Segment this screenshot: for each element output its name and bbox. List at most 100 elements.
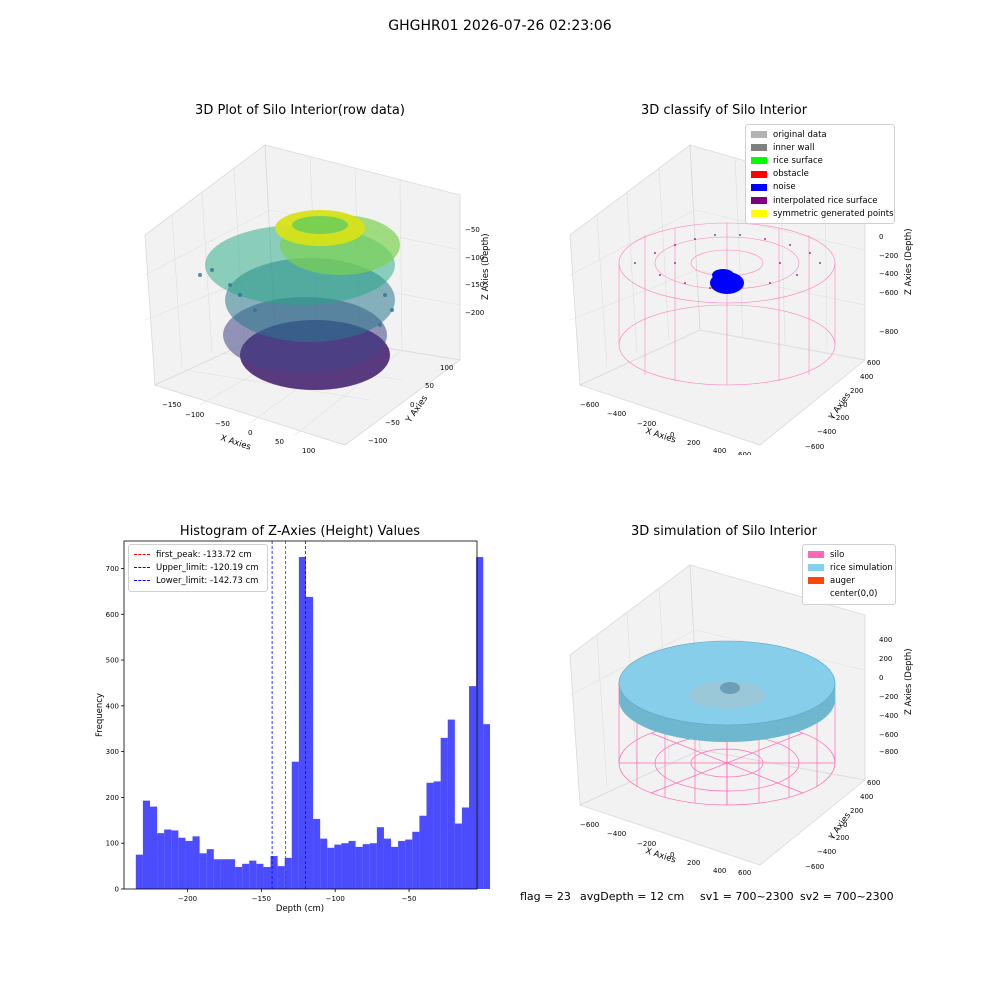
legend-item-rice-surface: rice surface [751,154,889,167]
sim-x-tick: 600 [738,869,751,875]
legend-swatch [751,183,767,191]
raw-point-cloud [198,210,400,390]
raw-y-tick: 50 [425,382,434,390]
sim-y-tick: 600 [867,779,880,787]
histogram-frame [123,540,478,890]
legend-swatch [751,131,767,139]
histogram-bar [483,724,490,889]
classify-y-tick: −200 [830,414,849,422]
legend-label: original data [773,129,827,140]
histogram-bar [135,854,143,889]
raw-x-tick: 50 [275,438,284,446]
histogram-bar [440,737,448,889]
histogram-bar [454,823,462,889]
legend-swatch [808,551,824,559]
raw-z-label: Z Axies (Depth) [481,233,491,300]
histogram-bar [341,843,349,889]
sim-z-tick: −600 [879,731,898,739]
histogram-bar [235,867,243,889]
raw-y-tick: 100 [440,364,453,372]
sim-x-label: X Axies [644,846,677,865]
histogram-y-tick-label: 500 [106,657,119,665]
classify-legend: original data inner wall rice surface ob… [745,124,895,225]
histogram-bar [263,867,271,889]
legend-label: obstacle [773,169,809,180]
histogram-bar [391,846,399,889]
legend-label: center(0,0) [830,589,878,600]
legend-item-interpolated: interpolated rice surface [751,194,889,207]
classify-x-tick: −200 [637,420,656,428]
histogram-bar [305,596,314,889]
histogram-y-label: Frequency [95,693,105,737]
sim-z-tick: −800 [879,748,898,756]
histogram-bar [355,846,363,889]
status-flag: flag = 23 [520,890,571,903]
classify-y-tick: −600 [805,443,824,451]
raw-3d-plot: −150 −100 −50 0 50 100 150 100 50 0 −50 … [144,144,491,455]
legend-label: noise [773,182,796,193]
sim-z-tick: 0 [879,674,883,682]
raw-x-tick: −50 [215,420,230,428]
histogram-bar [298,557,306,889]
raw-y-tick: 0 [410,401,414,409]
classify-interpolated-points [634,234,821,289]
histogram-bar [369,843,377,889]
legend-label: Lower_limit: -142.73 cm [156,575,259,586]
sim-z-tick: 200 [879,655,892,663]
histogram-vlines [271,541,306,889]
classify-x-tick: 400 [713,447,726,455]
histogram-bar [284,857,292,889]
histogram-bar [334,844,342,889]
classify-x-tick: 0 [670,431,674,439]
legend-label: interpolated rice surface [773,195,878,206]
legend-swatch [808,564,824,572]
classify-y-tick: 600 [867,359,880,367]
histogram-bar [291,761,299,889]
legend-swatch [751,157,767,165]
legend-label: silo [830,549,845,560]
sim-z-tick: −200 [879,693,898,701]
sim-x-tick: 200 [687,859,700,867]
legend-item-silo: silo [808,548,890,561]
histogram-y-tick-label: 600 [106,611,119,619]
histogram-chart: −200 −150 −100 −50 0 100 200 300 400 500 600 700 De… [95,540,490,914]
histogram-x-tick-label: −150 [252,895,271,903]
raw-x-tick: −100 [185,411,204,419]
histogram-bar [142,800,150,889]
classify-z-tick: −800 [879,328,898,336]
histogram-bar [405,839,413,889]
legend-item-inner-wall: inner wall [751,141,889,154]
sim-plot-title: 3D simulation of Silo Interior [631,524,817,539]
raw-y-tick: −100 [368,437,387,445]
classify-y-tick: −400 [817,428,836,436]
histogram-x-tick-label: −200 [178,895,197,903]
legend-swatch [751,170,767,178]
histogram-legend: first_peak: -133.72 cm Upper_limit: -120… [128,544,268,592]
sim-z-tick: 400 [879,636,892,644]
histogram-bar [376,827,384,889]
raw-plot-title: 3D Plot of Silo Interior(row data) [195,103,405,118]
classify-noise-cluster [710,269,744,294]
classify-x-label: X Axies [644,426,677,445]
histogram-bar [249,860,257,889]
histogram-bar [213,859,221,889]
status-avg-depth: avgDepth = 12 cm [580,890,685,903]
legend-item-auger: auger [808,574,890,587]
legend-label: symmetric generated points [773,208,894,219]
legend-label: rice simulation [830,562,893,573]
classify-x-tick: −600 [580,401,599,409]
histogram-y-tick-label: 300 [106,748,119,756]
legend-swatch [751,197,767,205]
histogram-bar [383,838,392,889]
histogram-bar [469,686,477,889]
legend-line [134,580,150,582]
histogram-bar [447,719,455,889]
legend-item-obstacle: obstacle [751,168,889,181]
legend-item-first-peak: first_peak: -133.72 cm [134,548,262,561]
sim-y-tick: 0 [843,821,847,829]
sim-x-tick: −400 [607,830,626,838]
sim-z-label: Z Axies (Depth) [904,648,914,715]
histogram-bar [426,782,434,889]
histogram-ticks: −200 −150 −100 −50 0 100 200 300 400 500 600 700 [106,565,417,903]
histogram-bar [313,818,321,889]
